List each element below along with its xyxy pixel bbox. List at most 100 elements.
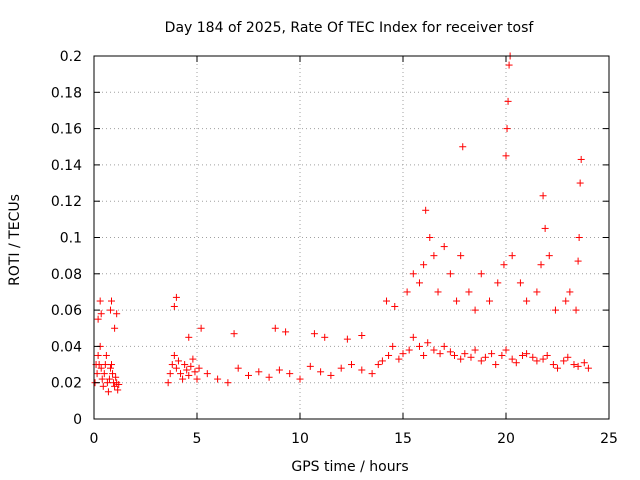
y-tick-label: 0.06 [51,303,82,319]
data-point [457,252,465,260]
y-tick-label: 0.1 [60,231,82,247]
data-point [282,328,290,336]
data-point [189,355,197,363]
data-point [516,279,524,287]
data-point [434,288,442,296]
data-point [574,362,582,370]
data-point [572,306,580,314]
data-point [533,288,541,296]
x-tick-label: 10 [291,431,309,447]
data-point [477,270,485,278]
data-point [440,342,448,350]
data-point [457,355,465,363]
data-point [529,353,537,361]
data-point [560,357,568,365]
data-point [185,333,193,341]
data-point [306,362,314,370]
y-tick-label: 0.08 [51,267,82,283]
data-point [415,279,423,287]
data-point [537,261,545,269]
data-point [554,364,561,372]
y-axis-ticks: 0 0.02 0.04 0.06 0.08 0.1 0.12 0.14 0.16 0.18 0.2 [51,49,609,428]
data-point [415,342,423,350]
data-point [106,364,114,372]
data-point [374,361,382,369]
data-point [395,355,403,363]
data-point [422,206,430,214]
data-point [170,351,178,359]
data-point [512,359,520,367]
data-point [337,364,345,372]
data-point [348,361,355,369]
x-axis-ticks: 0 5 10 15 20 25 [90,56,618,447]
data-point [179,375,187,383]
data-point [245,371,252,379]
data-point [430,252,438,260]
x-tick-label: 25 [600,431,618,447]
data-point [385,351,393,359]
data-point [420,261,428,269]
data-points [91,52,592,396]
data-point [230,330,238,338]
data-point [465,288,473,296]
data-point [170,302,178,310]
data-point [562,297,570,305]
data-point [467,353,475,361]
data-point [409,270,417,278]
data-point [488,350,496,358]
x-tick-label: 5 [193,431,202,447]
data-point [358,332,366,340]
data-point [471,306,479,314]
data-point [183,366,191,374]
data-point [368,370,376,378]
y-tick-label: 0.12 [51,194,82,210]
data-point [108,361,116,369]
grid-lines [94,56,609,419]
data-point [545,252,553,260]
y-tick-label: 0.16 [51,122,82,138]
y-tick-label: 0 [73,412,82,428]
data-point [94,351,102,359]
data-point [580,359,588,367]
data-point [503,125,511,133]
data-point [549,361,557,369]
data-point [564,353,572,361]
data-point [539,192,547,200]
data-point [343,335,351,343]
data-point [577,155,585,163]
data-point [420,351,428,359]
data-point [403,288,411,296]
data-point [174,357,182,365]
data-point [98,375,106,383]
data-point [391,302,399,310]
data-point [508,252,516,260]
data-point [296,375,304,383]
data-point [105,375,113,383]
data-point [195,364,203,372]
data-point [574,257,582,265]
data-point [383,297,391,305]
data-point [327,371,335,379]
data-point [109,370,117,378]
data-point [494,279,502,287]
y-tick-label: 0.04 [51,339,82,355]
data-point [106,306,114,314]
data-point [97,364,105,372]
x-tick-label: 0 [90,431,99,447]
data-point [95,361,103,369]
data-point [113,310,121,318]
data-point [570,361,578,369]
data-point [224,379,232,387]
data-point [436,350,444,358]
data-point [177,370,185,378]
data-point [181,361,189,369]
data-point [459,143,467,151]
data-point [477,357,485,365]
data-point [112,373,120,381]
data-point [566,288,574,296]
x-tick-label: 20 [497,431,515,447]
data-point [446,348,454,356]
data-point [500,261,508,269]
data-point [451,351,458,359]
